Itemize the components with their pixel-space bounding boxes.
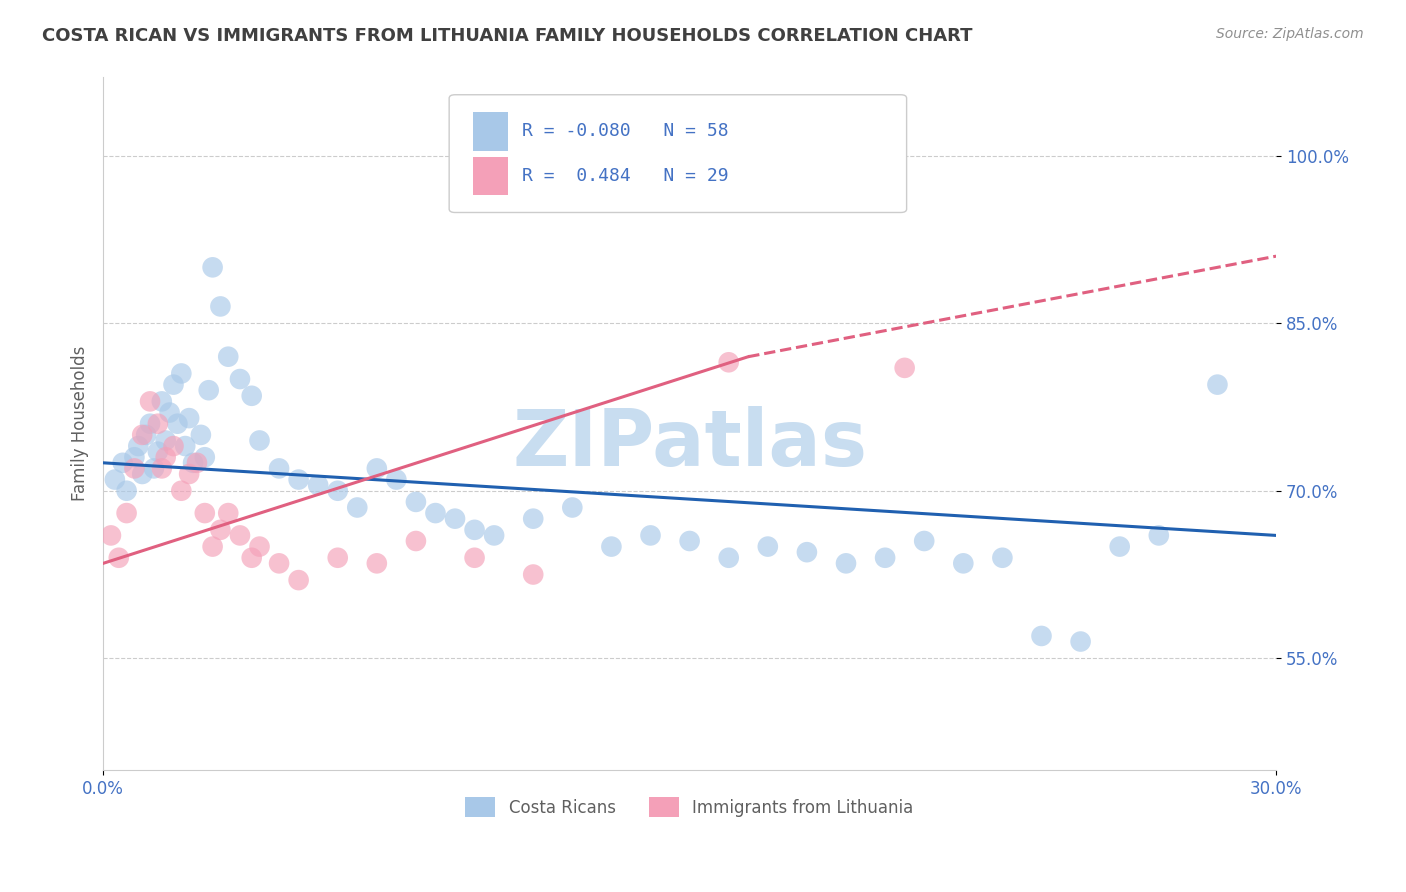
Point xyxy=(197,383,219,397)
FancyBboxPatch shape xyxy=(472,157,508,194)
Point xyxy=(150,461,173,475)
Point xyxy=(166,417,188,431)
Point xyxy=(307,478,329,492)
Point xyxy=(1147,528,1170,542)
Point xyxy=(835,557,858,571)
Text: COSTA RICAN VS IMMIGRANTS FROM LITHUANIA FAMILY HOUSEHOLDS CORRELATION CHART: COSTA RICAN VS IMMIGRANTS FROM LITHUANIA… xyxy=(42,27,973,45)
Point xyxy=(464,523,486,537)
Point xyxy=(194,450,217,465)
Point xyxy=(155,450,177,465)
FancyBboxPatch shape xyxy=(472,112,508,151)
Point xyxy=(107,550,129,565)
Point xyxy=(174,439,197,453)
Point xyxy=(155,434,177,448)
Point xyxy=(267,557,290,571)
Point xyxy=(756,540,779,554)
Point xyxy=(240,550,263,565)
Point xyxy=(1031,629,1053,643)
Point xyxy=(104,473,127,487)
Point xyxy=(170,367,193,381)
Text: R =  0.484   N = 29: R = 0.484 N = 29 xyxy=(522,167,728,185)
FancyBboxPatch shape xyxy=(449,95,907,212)
Point xyxy=(385,473,408,487)
Point xyxy=(143,461,166,475)
Point xyxy=(229,528,252,542)
Point xyxy=(366,557,388,571)
Point xyxy=(326,483,349,498)
Point xyxy=(717,550,740,565)
Point xyxy=(100,528,122,542)
Point xyxy=(425,506,447,520)
Point xyxy=(159,405,181,419)
Point xyxy=(146,444,169,458)
Point xyxy=(179,467,201,481)
Point xyxy=(482,528,505,542)
Point xyxy=(127,439,149,453)
Point xyxy=(115,506,138,520)
Point xyxy=(405,495,427,509)
Text: ZIPatlas: ZIPatlas xyxy=(512,407,868,483)
Point xyxy=(249,434,271,448)
Text: R = -0.080   N = 58: R = -0.080 N = 58 xyxy=(522,122,728,140)
Point xyxy=(162,377,184,392)
Point xyxy=(170,483,193,498)
Point xyxy=(181,456,204,470)
Point xyxy=(201,260,224,275)
Point xyxy=(1206,377,1229,392)
Point xyxy=(179,411,201,425)
Point xyxy=(150,394,173,409)
Point xyxy=(561,500,583,515)
Point xyxy=(405,534,427,549)
Point xyxy=(640,528,662,542)
Point xyxy=(912,534,935,549)
Point xyxy=(111,456,134,470)
Legend: Costa Ricans, Immigrants from Lithuania: Costa Ricans, Immigrants from Lithuania xyxy=(458,790,921,824)
Point xyxy=(209,300,232,314)
Point xyxy=(229,372,252,386)
Point xyxy=(1070,634,1092,648)
Point xyxy=(346,500,368,515)
Point xyxy=(131,467,153,481)
Point xyxy=(249,540,271,554)
Point xyxy=(875,550,897,565)
Point xyxy=(209,523,232,537)
Point xyxy=(135,428,157,442)
Point xyxy=(796,545,818,559)
Point xyxy=(522,567,544,582)
Point xyxy=(287,573,309,587)
Point xyxy=(194,506,217,520)
Point xyxy=(893,360,915,375)
Point xyxy=(366,461,388,475)
Point xyxy=(240,389,263,403)
Point xyxy=(1108,540,1130,554)
Point xyxy=(717,355,740,369)
Point xyxy=(162,439,184,453)
Point xyxy=(124,461,146,475)
Text: Source: ZipAtlas.com: Source: ZipAtlas.com xyxy=(1216,27,1364,41)
Point xyxy=(444,511,467,525)
Point xyxy=(952,557,974,571)
Point xyxy=(124,450,146,465)
Point xyxy=(326,550,349,565)
Point xyxy=(115,483,138,498)
Point xyxy=(186,456,208,470)
Point xyxy=(991,550,1014,565)
Point xyxy=(267,461,290,475)
Point xyxy=(190,428,212,442)
Point xyxy=(131,428,153,442)
Point xyxy=(287,473,309,487)
Point xyxy=(139,417,162,431)
Point xyxy=(464,550,486,565)
Point xyxy=(217,350,239,364)
Y-axis label: Family Households: Family Households xyxy=(72,346,89,501)
Point xyxy=(201,540,224,554)
Point xyxy=(678,534,700,549)
Point xyxy=(217,506,239,520)
Point xyxy=(522,511,544,525)
Point xyxy=(139,394,162,409)
Point xyxy=(146,417,169,431)
Point xyxy=(600,540,623,554)
